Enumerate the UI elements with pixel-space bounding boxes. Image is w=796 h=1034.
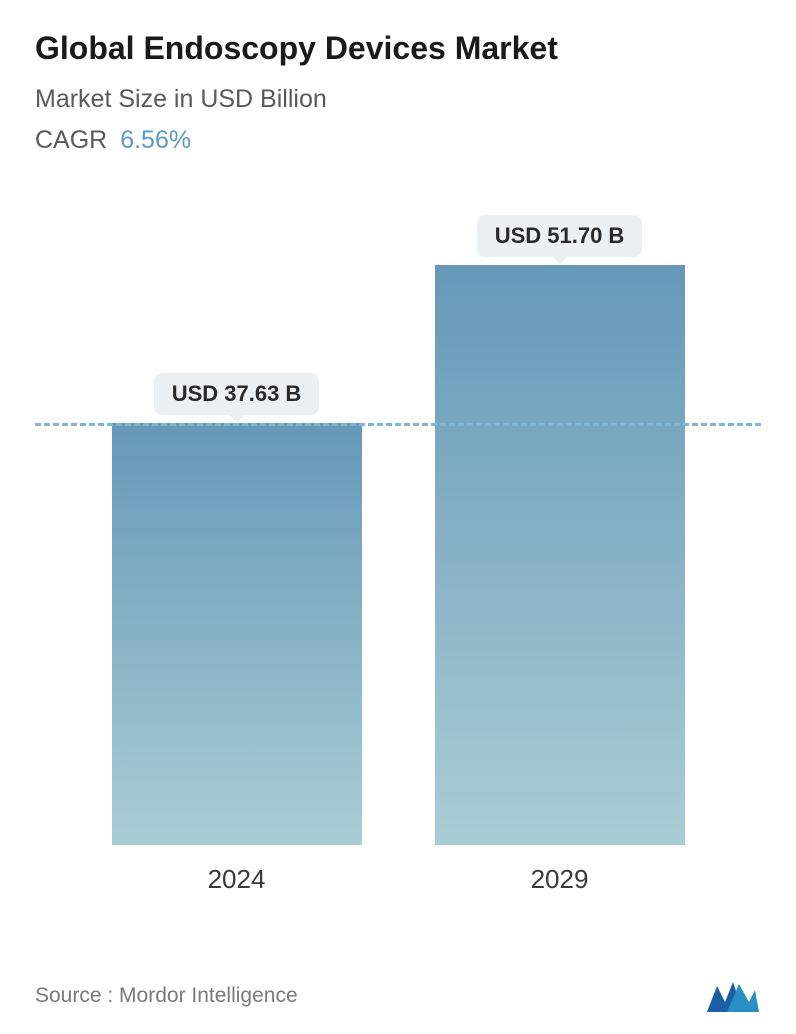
chart-area: USD 37.63 B USD 51.70 B 2024 2029 (35, 205, 761, 905)
bar (112, 423, 362, 845)
x-axis-labels: 2024 2029 (35, 864, 761, 895)
footer: Source : Mordor Intelligence (35, 978, 761, 1014)
cagr-label: CAGR (35, 126, 107, 154)
bar-wrap: USD 51.70 B (435, 215, 685, 845)
x-label: 2024 (112, 864, 362, 895)
mordor-logo-icon (705, 978, 761, 1014)
reference-line (35, 423, 761, 426)
bar-wrap: USD 37.63 B (112, 373, 362, 845)
value-badge: USD 37.63 B (154, 373, 320, 415)
cagr-value: 6.56% (120, 126, 191, 154)
bar (435, 265, 685, 845)
chart-title: Global Endoscopy Devices Market (35, 30, 761, 67)
chart-subtitle: Market Size in USD Billion (35, 85, 761, 114)
x-label: 2029 (435, 864, 685, 895)
value-badge: USD 51.70 B (477, 215, 643, 257)
bars-container: USD 37.63 B USD 51.70 B (35, 205, 761, 845)
cagr-row: CAGR 6.56% (35, 126, 761, 155)
source-text: Source : Mordor Intelligence (35, 984, 298, 1008)
